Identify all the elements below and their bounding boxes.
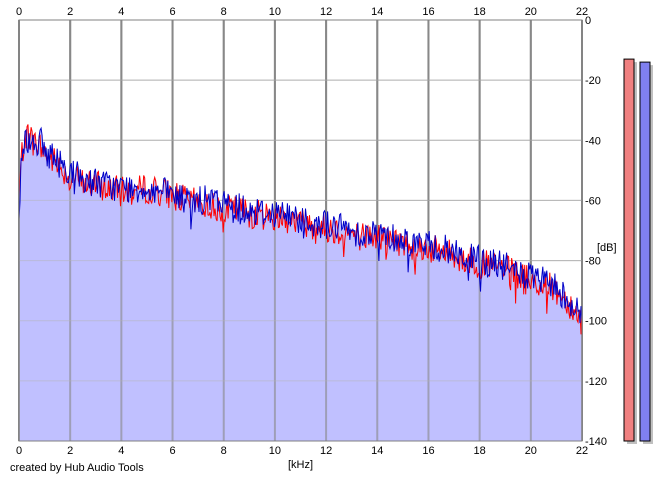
x-tick-top-8: 16 [422,6,434,18]
x-tick-top-2: 4 [118,6,124,18]
axes: 002244668810101212141416161818202022220-… [16,6,617,471]
x-tick-bottom-2: 4 [118,445,124,457]
series-line-0 [18,124,583,335]
x-tick-bottom-10: 20 [525,445,537,457]
level-meter-1 [639,61,651,442]
plot-border [18,19,583,442]
x-tick-top-3: 6 [169,6,175,18]
x-tick-bottom-3: 6 [169,445,175,457]
x-tick-bottom-0: 0 [16,445,22,457]
x-tick-top-1: 2 [67,6,73,18]
level-meters [623,58,653,444]
y-tick-0: 0 [585,15,591,27]
level-meter-0 [623,58,635,442]
x-tick-bottom-5: 10 [269,445,281,457]
x-tick-bottom-1: 2 [67,445,73,457]
x-tick-top-11: 22 [576,6,588,18]
spectrum-series [18,124,583,335]
y-tick-2: -40 [585,135,601,147]
y-tick-5: -100 [585,316,607,328]
y-tick-6: -120 [585,376,607,388]
x-tick-top-7: 14 [371,6,383,18]
x-tick-bottom-6: 12 [320,445,332,457]
series-line-1 [18,126,583,324]
x-tick-bottom-11: 22 [576,445,588,457]
y-unit-label: [dB] [597,242,617,254]
x-tick-top-9: 18 [474,6,486,18]
x-tick-bottom-7: 14 [371,445,383,457]
x-tick-top-4: 8 [221,6,227,18]
x-tick-top-10: 20 [525,6,537,18]
x-tick-bottom-8: 16 [422,445,434,457]
x-unit-label: [kHz] [288,459,313,471]
x-tick-top-5: 10 [269,6,281,18]
x-tick-bottom-9: 18 [474,445,486,457]
credit-text: created by Hub Audio Tools [10,462,144,474]
x-tick-top-6: 12 [320,6,332,18]
y-tick-1: -20 [585,75,601,87]
x-tick-top-0: 0 [16,6,22,18]
y-tick-4: -80 [585,256,601,268]
y-tick-3: -60 [585,195,601,207]
y-tick-7: -140 [585,436,607,448]
x-tick-bottom-4: 8 [221,445,227,457]
